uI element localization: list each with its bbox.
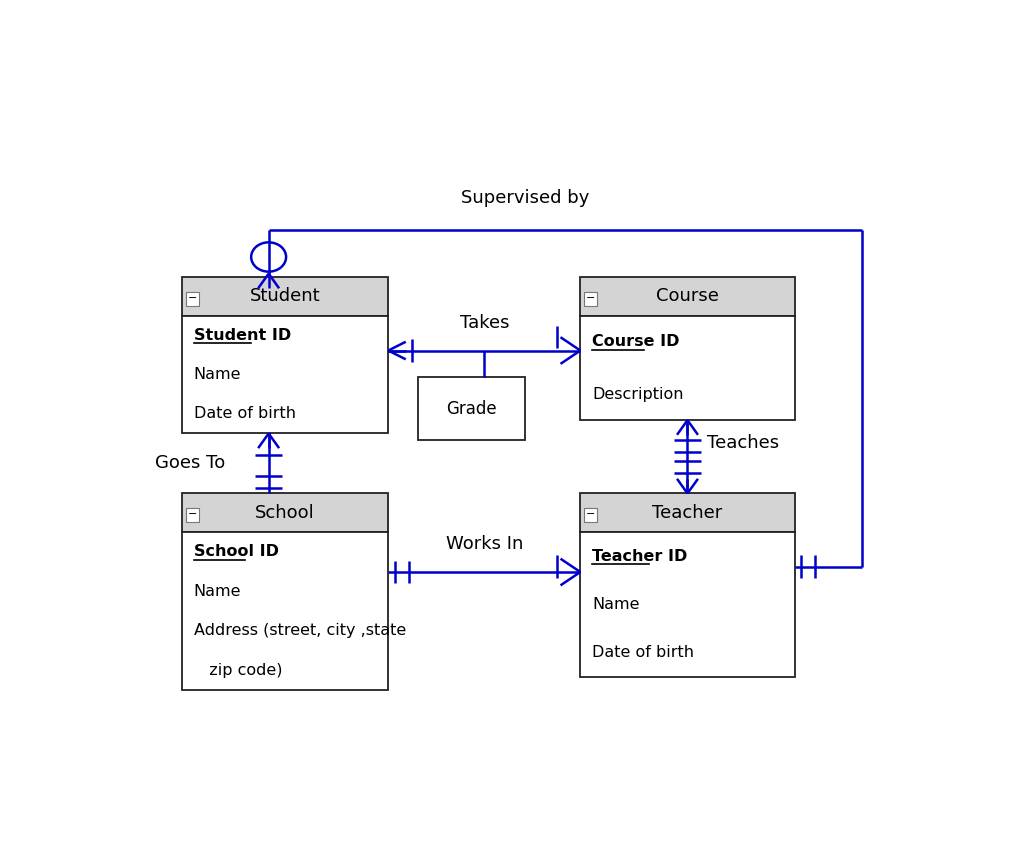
Bar [182,493,388,532]
Text: −: − [187,292,197,303]
Text: Goes To: Goes To [155,454,225,472]
Text: −: − [586,292,595,303]
Text: Teacher ID: Teacher ID [592,548,688,564]
Text: zip code): zip code) [194,663,283,677]
Text: School ID: School ID [194,544,279,560]
Text: Course: Course [656,287,719,305]
Bar [585,292,597,305]
Text: Name: Name [592,597,640,612]
Bar [581,316,795,420]
Bar [182,532,388,690]
Text: Teacher: Teacher [652,503,723,522]
Bar [182,277,388,316]
Bar [186,508,199,522]
Text: Takes: Takes [460,314,509,332]
Text: Name: Name [194,584,242,599]
Bar [581,493,795,532]
Bar [186,292,199,305]
Text: Description: Description [592,387,684,401]
Text: Date of birth: Date of birth [194,407,296,421]
Bar [418,377,524,440]
Bar [581,277,795,316]
Text: School: School [255,503,315,522]
Bar [581,532,795,676]
Text: Teaches: Teaches [708,434,779,452]
Text: −: − [586,509,595,519]
Bar [182,316,388,433]
Text: Grade: Grade [445,400,497,418]
Text: Course ID: Course ID [592,334,680,349]
Text: Date of birth: Date of birth [592,645,694,660]
Text: −: − [187,509,197,519]
Text: Works In: Works In [445,535,523,554]
Text: Student: Student [250,287,321,305]
Text: Supervised by: Supervised by [461,189,589,207]
Text: Name: Name [194,367,242,382]
Text: Address (street, city ,state: Address (street, city ,state [194,623,407,638]
Bar [585,508,597,522]
Text: Student ID: Student ID [194,328,291,343]
